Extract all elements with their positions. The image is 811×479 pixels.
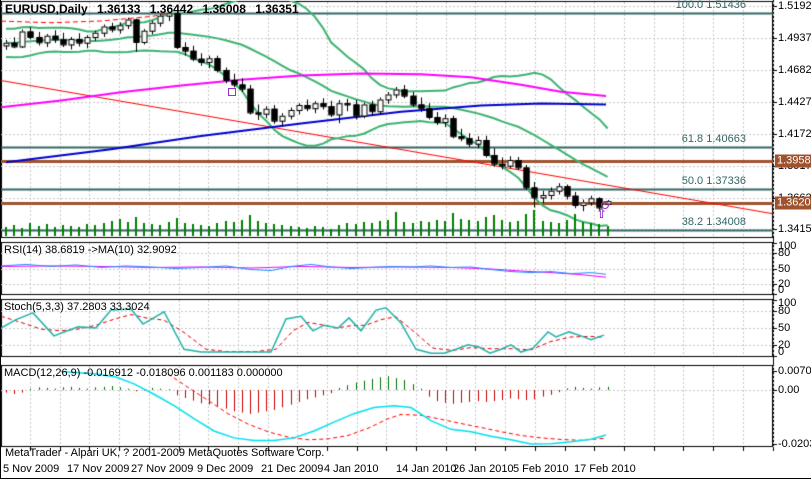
price-badge: 1.36203 bbox=[775, 196, 811, 210]
date-label: 5 Nov 2009 bbox=[3, 463, 60, 475]
close-value: 1.36351 bbox=[255, 2, 299, 16]
high-value: 1.36442 bbox=[149, 2, 194, 16]
stoch-axis-label: 50 bbox=[778, 322, 791, 334]
fib-level-label: 61.8 1.40663 bbox=[681, 133, 746, 146]
arrow-up-marker[interactable]: ⇧ bbox=[596, 207, 607, 223]
price-tick-label: 1.44275 bbox=[778, 96, 811, 109]
stoch-axis-label: 100 bbox=[778, 297, 797, 309]
date-label: 21 Dec 2009 bbox=[261, 463, 324, 475]
price-tick-label: 1.49375 bbox=[778, 32, 811, 45]
rsi-axis-label: 50 bbox=[778, 262, 791, 275]
rsi-title: RSI(14) 38.6819 ->MA(10) 32.9092 bbox=[4, 244, 177, 256]
stoch-title: Stoch(5,3,3) 37.2803 33.3024 bbox=[4, 301, 150, 313]
price-badge: 1.39588 bbox=[775, 154, 811, 168]
macd-title: MACD(12,26,9) -0.016912 -0.018096 0.0011… bbox=[4, 367, 283, 379]
fib-level-label: 50.0 1.37336 bbox=[681, 174, 746, 187]
chart-title: EURUSD,Daily 1.36133 1.36442 1.36008 1.3… bbox=[5, 2, 305, 16]
open-value: 1.36133 bbox=[97, 2, 141, 16]
stoch-axis-label: 0 bbox=[778, 346, 785, 358]
date-label: 5 Feb 2010 bbox=[513, 463, 569, 475]
low-value: 1.36008 bbox=[202, 2, 246, 16]
price-tick-label: 1.46825 bbox=[778, 64, 811, 77]
price-tick-label: 1.41725 bbox=[778, 127, 811, 140]
fib-level-label: 38.2 1.34008 bbox=[681, 216, 746, 229]
macd-axis-label: 0.00 bbox=[778, 384, 800, 396]
date-label: 27 Nov 2009 bbox=[131, 463, 194, 475]
square-marker[interactable] bbox=[228, 88, 236, 97]
price-tick-label: 1.51925 bbox=[778, 0, 811, 13]
rsi-axis-label: 80 bbox=[778, 247, 791, 260]
date-label: 17 Feb 2010 bbox=[574, 463, 636, 475]
macd-axis-label: -0.02033 bbox=[778, 438, 811, 451]
date-label: 9 Dec 2009 bbox=[197, 463, 254, 475]
rsi-axis-label: 20 bbox=[778, 277, 791, 290]
date-label: 14 Jan 2010 bbox=[396, 463, 457, 475]
date-label: 17 Nov 2009 bbox=[67, 463, 130, 475]
fib-level-label: 100.0 1.51436 bbox=[675, 0, 746, 11]
rsi-axis-label: 0 bbox=[778, 284, 785, 296]
stoch-axis-label: 20 bbox=[778, 338, 791, 351]
rsi-axis-label: 100 bbox=[778, 240, 797, 252]
stoch-axis-label: 80 bbox=[778, 305, 791, 318]
symbol-period-label: EURUSD,Daily bbox=[5, 2, 88, 16]
copyright-text: MetaTrader - Alpari UK, ? 2001-2009 Meta… bbox=[5, 447, 325, 459]
date-label: 4 Jan 2010 bbox=[324, 463, 379, 475]
macd-axis-label: 0.00705 bbox=[778, 365, 811, 378]
price-tick-label: 1.34150 bbox=[778, 222, 811, 235]
circle-marker[interactable] bbox=[601, 200, 609, 209]
date-label: 26 Jan 2010 bbox=[453, 463, 514, 475]
